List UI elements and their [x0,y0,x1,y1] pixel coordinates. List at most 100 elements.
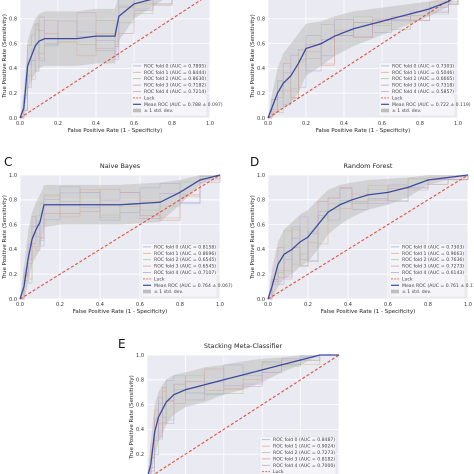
y-tick-label: 0.8 [9,198,17,204]
x-tick-label: 0.0 [264,121,272,127]
legend-label: ROC fold 0 (AUC = 0.7303) [392,63,454,69]
panel-e: E Stacking Meta-Classifier 0.2 0.4 0.6 0.8 1.0… [118,337,340,474]
y-axis-label: True Positive Rate (Sensitivity) [2,195,8,280]
x-tick-label: 0.0 [16,302,24,308]
mean-roc-line [267,174,469,300]
legend-box [378,62,456,117]
legend-label: ROC fold 4 (AUC = 0.7107) [154,270,216,276]
x-tick-label: 0.6 [136,302,144,308]
mean-roc-line [147,354,339,474]
panel-letter: E [118,337,126,351]
x-tick-label: 1.0 [454,121,462,127]
x-tick-label: 0.4 [96,302,104,308]
legend-label: ROC fold 4 (AUC = 0.5857) [392,89,454,95]
legend-label: ROC fold 1 (AUC = 0.5046) [392,70,454,76]
x-tick-label: 0.2 [56,302,64,308]
y-tick-label: 0.4 [136,427,144,433]
y-tick-label: 1.0 [136,353,144,359]
legend-label: ROC fold 4 (AUC = 0.7214) [144,89,206,95]
x-tick-label: 0.6 [384,302,392,308]
x-tick-label: 0.2 [302,121,310,127]
roc-fold-1-line [150,354,339,474]
y-tick-label: 0.4 [257,247,265,253]
mean-roc-line [19,0,152,119]
legend-label: ROC fold 0 (AUC = 0.8487) [273,437,335,443]
y-tick-label: 1.0 [9,173,17,179]
legend-box [259,436,337,474]
luck-line [267,0,450,119]
std-band [20,0,163,118]
panel-a: 0.0 0.2 0.4 0.6 0.8 0.0 0.2 0.4 0.6 0.8 1.0 False P… [2,0,223,134]
roc-fold-4-line [268,175,469,300]
y-tick-label: 0.4 [257,66,265,72]
legend-label: ROC fold 3 (AUC = 0.6545) [154,264,216,270]
legend-label: ROC fold 3 (AUC = 0.8182) [273,456,335,462]
panel-title: Naive Bayes [100,162,141,170]
y-tick-label: 0.8 [136,378,144,384]
legend-label: ROC fold 2 (AUC = 0.7273) [273,450,335,456]
y-tick-label: 0.6 [9,222,17,228]
y-tick-label: 0.2 [257,91,265,97]
legend-label: Luck [273,469,284,474]
y-tick-label: 0.4 [9,247,17,253]
legend-label: Mean ROC (AUC = 0.788 ± 0.097) [144,102,223,108]
x-tick-label: 0.0 [16,121,24,127]
legend: ROC fold 0 (AUC = 0.8158)ROC fold 1 (AUC… [140,243,233,298]
y-tick-label: 0.8 [257,17,265,23]
y-tick-label: 0.0 [257,297,265,303]
legend-label: Luck [402,276,413,282]
panel-title: Random Forest [344,162,393,170]
y-tick-label: 0.6 [9,41,17,47]
legend-label: ROC fold 4 (AUC = 0.6143) [402,270,464,276]
y-axis-label: True Positive Rate (Sensitivity) [250,195,256,280]
y-tick-label: 0.2 [257,272,265,278]
y-tick-label: 0.8 [257,198,265,204]
std-band [268,0,454,118]
panel-letter: C [4,155,12,169]
x-axis-label: False Positive Rate (1 - Specificity) [73,309,167,315]
legend-label: ROC fold 1 (AUC = 0.8696) [154,251,216,257]
y-tick-label: 0.0 [9,116,17,122]
roc-fold-4-line [268,0,449,119]
y-tick-label: 0.0 [257,116,265,122]
legend-label: ± 1 std. dev. [144,108,173,114]
legend-label: ± 1 std. dev. [402,289,431,295]
x-tick-label: 0.4 [344,302,352,308]
roc-fold-4-line [20,0,173,119]
legend-label: ROC fold 4 (AUC = 0.7000) [273,463,335,469]
y-tick-label: 0.2 [9,272,17,278]
legend-label: Mean ROC (AUC = 0.764 ± 0.067) [154,283,233,289]
mean-roc-line [19,174,221,300]
y-tick-label: 0.2 [9,91,17,97]
x-tick-label: 0.8 [416,121,424,127]
y-tick-label: 0.0 [9,297,17,303]
y-axis-label: True Positive Rate (Sensitivity) [250,14,256,99]
y-tick-label: 0.2 [136,452,144,458]
x-tick-label: 0.0 [264,302,272,308]
y-axis-label: True Positive Rate (Sensitivity) [129,375,135,460]
x-tick-label: 0.6 [378,121,386,127]
x-tick-label: 0.2 [54,121,62,127]
x-tick-label: 0.4 [340,121,348,127]
legend-label: ROC fold 2 (AUC = 0.6545) [154,257,216,263]
x-tick-label: 0.2 [304,302,312,308]
legend-box [388,243,466,298]
legend: ROC fold 0 (AUC = 0.7303)ROC fold 1 (AUC… [378,62,471,117]
legend-box [130,62,208,117]
x-tick-label: 1.0 [464,302,472,308]
luck-line [153,354,340,474]
legend-label: ± 1 std. dev. [392,108,421,114]
panel-letter: D [250,155,259,169]
x-tick-label: 1.0 [206,121,214,127]
legend-label: ROC fold 2 (AUC = 0.8630) [144,76,206,82]
roc-fold-2-line [20,0,173,119]
panel-c: C Naive Bayes 0.0 0.2 0.4 0.6 0.8 1.0 0.0 0.2 0.4 0… [2,155,233,315]
legend-swatch-std [143,289,151,294]
x-tick-label: 1.0 [216,302,224,308]
y-axis-label: True Positive Rate (Sensitivity) [2,14,8,99]
legend-label: Mean ROC (AUC = 0.722 ± 0.119) [392,102,471,108]
legend-label: ± 1 std. dev. [154,289,183,295]
legend-label: ROC fold 2 (AUC = 0.6665) [392,76,454,82]
x-axis-label: False Positive Rate (1 - Specificity) [321,309,415,315]
